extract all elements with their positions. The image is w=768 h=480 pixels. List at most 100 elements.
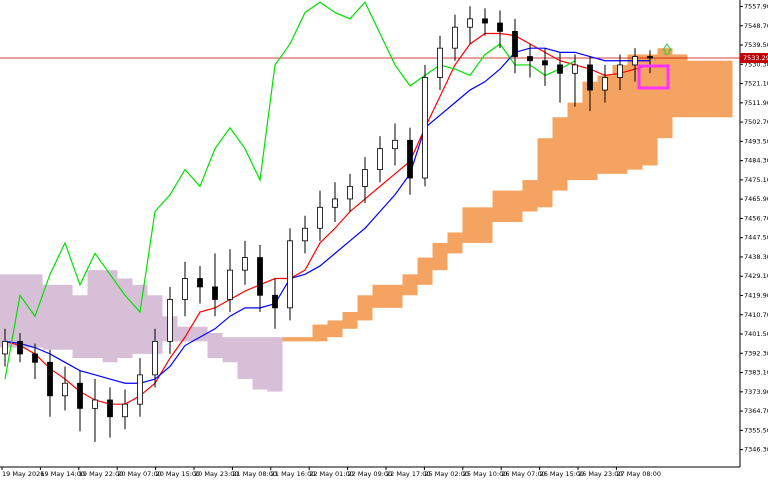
candle-body [212,286,218,300]
candle-body [92,399,98,409]
candle-body [62,382,68,397]
candle-body [167,299,173,342]
y-tick-label: 7475.10 [744,176,768,184]
y-tick-label: 7539.50 [744,41,768,49]
x-tick-label: 21 May 08:00 [232,470,277,478]
y-tick-label: 7456.70 [744,214,768,222]
candle-body [497,22,503,32]
candle-body [122,403,128,418]
cloud-segment [597,75,613,174]
cloud-segment [12,274,28,348]
cloud-segment [0,274,13,348]
y-tick-label: 7465.90 [744,195,768,203]
x-tick-label: 22 May 17:00 [386,470,431,478]
cloud-segment [312,324,328,342]
cloud-segment [192,326,208,342]
candle-body [332,198,338,208]
candle-body [602,77,608,91]
cloud-segment [492,190,508,222]
x-tick-label: 22 May 01:00 [309,470,354,478]
cloud-segment [102,270,118,363]
y-tick-label: 7373.90 [744,388,768,396]
x-tick-label: 19 May 2026 [2,470,44,478]
candle-body [17,340,23,355]
cloud-segment [657,48,673,139]
candle-body [527,56,533,62]
cloud-segment [417,257,433,285]
x-tick-label: 20 May 07:00 [117,470,162,478]
candle-body [377,148,383,171]
candle-body [632,56,638,66]
cloud-segment [642,54,658,166]
y-tick-label: 7557.90 [744,2,768,10]
cloud-segment [237,337,253,380]
cloud-segment [447,232,463,254]
cloud-segment [567,102,583,181]
x-tick-label: 27 May 08:00 [616,470,661,478]
candle-body [587,64,593,91]
cloud-segment [672,54,688,118]
cloud-segment [387,284,403,308]
y-tick-label: 7429.10 [744,272,768,280]
marker-box [637,64,670,90]
cloud-segment [297,337,313,342]
candle-body [512,31,518,57]
cloud-segment [402,274,418,296]
candle-body [182,278,188,300]
cloud-segment [687,60,703,118]
candle-body [77,382,83,409]
y-tick-label: 7511.90 [744,99,768,107]
y-tick-label: 7401.50 [744,330,768,338]
candle-body [617,64,623,78]
candle-body [2,340,8,355]
candle-body [272,294,278,309]
x-tick-label: 19 May 14:00 [40,470,85,478]
indicator-line [4,1,576,380]
candle-body [347,185,353,200]
cloud-segment [222,337,238,363]
cloud-segment [372,284,388,308]
candle-body [287,240,293,309]
y-tick-label: 7493.50 [744,137,768,145]
x-tick-label: 25 May 02:00 [424,470,469,478]
cloud-segment [132,284,148,354]
cloud-segment [477,207,493,243]
cloud-segment [147,295,163,354]
candle-body [257,257,263,296]
cloud-segment [552,117,568,191]
y-tick-label: 7521.10 [744,80,768,88]
price-tag [740,53,768,64]
y-tick-label: 7392.30 [744,349,768,357]
candle-body [467,18,473,28]
up-arrow [662,43,672,55]
x-tick-label: 19 May 22:00 [79,470,124,478]
candle-body [137,374,143,405]
y-tick-label: 7419.90 [744,291,768,299]
indicator-line [4,47,650,384]
cloud-segment [42,284,58,350]
candle-body [407,139,413,179]
candle-body [362,169,368,187]
candle-body [557,64,563,74]
y-tick-label: 7530.30 [744,60,768,68]
candle-body [422,77,428,179]
candle-body [647,56,653,59]
y-tick-label: 7364.70 [744,407,768,415]
cloud-segment [57,284,73,350]
cloud-segment [27,274,43,348]
cloud-segment [87,270,103,359]
cloud-segment [612,64,628,174]
price-tag-label: 7533.29 [743,54,768,62]
x-tick-label: 20 May 15:00 [156,470,201,478]
candle-body [152,340,158,376]
y-tick-label: 7484.30 [744,157,768,165]
candle-body [242,257,248,271]
cloud-segment [252,337,268,390]
cloud-segment [357,295,373,321]
candle-body [107,399,113,418]
cloud-segment [717,60,733,118]
cloud-segment [117,278,133,359]
cloud-segment [342,312,358,329]
cloud-segment [282,337,298,342]
cloud-segment [507,190,523,222]
